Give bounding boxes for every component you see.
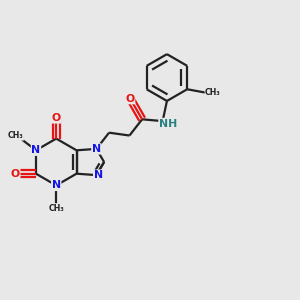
Text: N: N <box>92 144 101 154</box>
Text: N: N <box>52 180 61 190</box>
Text: CH₃: CH₃ <box>205 88 221 97</box>
Text: N: N <box>94 170 103 180</box>
Text: NH: NH <box>159 118 177 128</box>
Text: CH₃: CH₃ <box>8 131 23 140</box>
Text: O: O <box>52 113 61 123</box>
Text: O: O <box>11 169 20 179</box>
Text: CH₃: CH₃ <box>48 204 64 213</box>
Text: O: O <box>125 94 135 104</box>
Text: N: N <box>32 145 40 155</box>
